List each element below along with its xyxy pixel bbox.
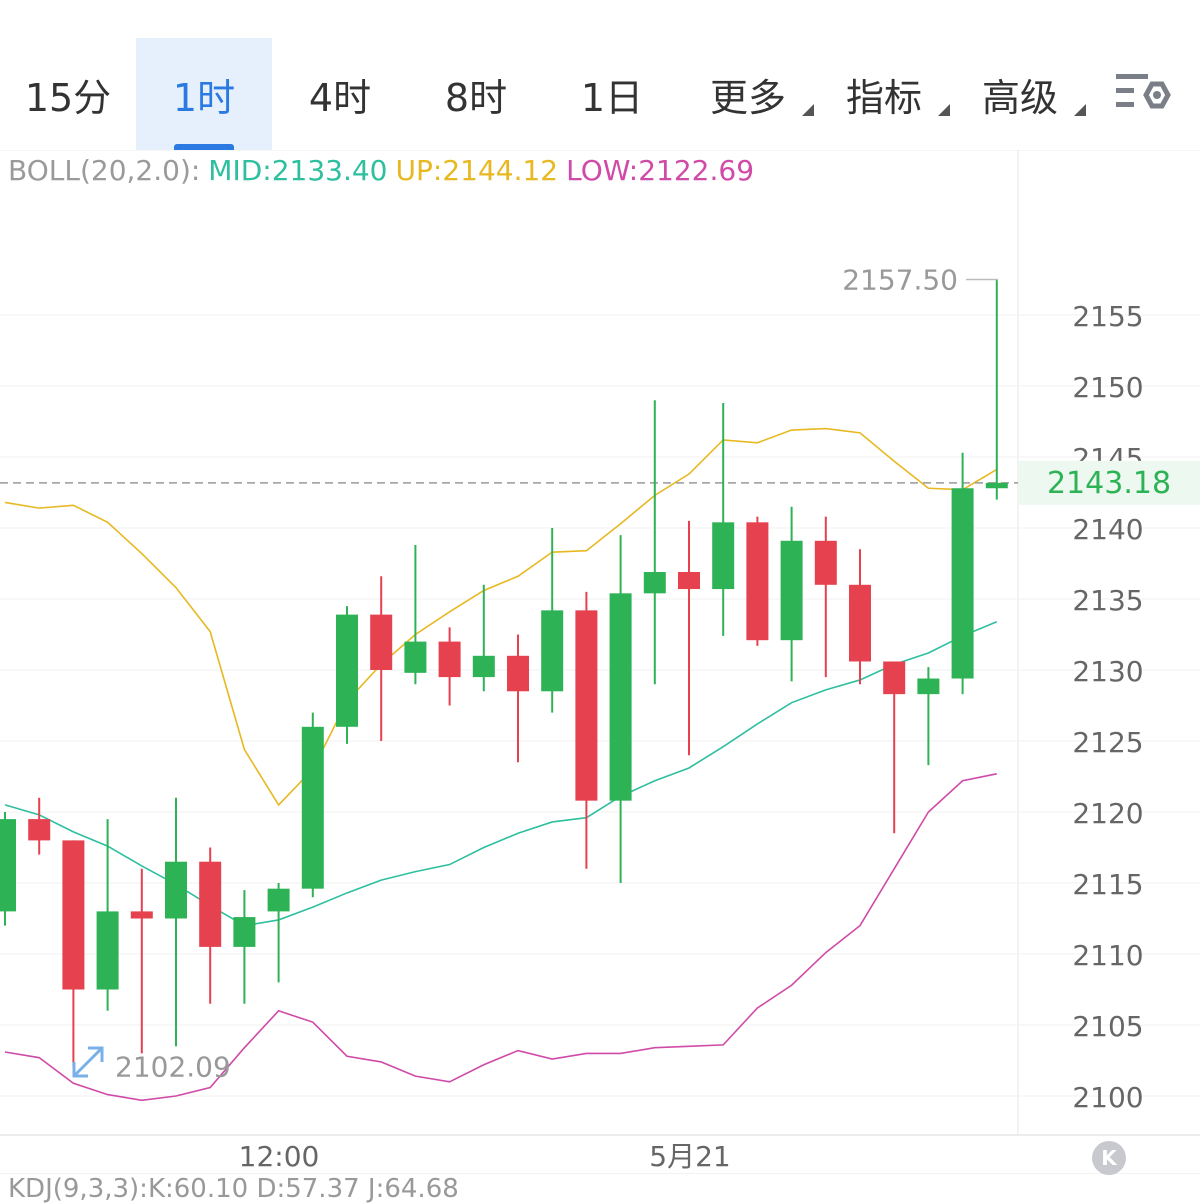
candle-body [28, 819, 51, 841]
candle-body [541, 610, 564, 692]
candle-body [951, 488, 974, 679]
tab-7[interactable]: 高级 [952, 38, 1088, 150]
tab-1[interactable]: 1时 [136, 38, 272, 150]
candle-body [301, 726, 324, 889]
tab-label: 高级 [981, 75, 1058, 120]
boll-low-value: LOW:2122.69 [566, 153, 755, 187]
chart-settings-icon[interactable] [1112, 68, 1172, 118]
candlestick-chart[interactable]: 2100210521102115212021252130213521402145… [0, 150, 1200, 1174]
tab-6[interactable]: 指标 [816, 38, 952, 150]
x-tick-label: 12:00 [239, 1140, 320, 1173]
low-price-label: 2102.09 [115, 1050, 231, 1083]
candle-body [96, 911, 119, 990]
y-tick-label: 2105 [1072, 1010, 1143, 1043]
y-tick-label: 2125 [1072, 726, 1143, 759]
x-tick-label: 5月21 [649, 1140, 730, 1173]
k-line-toggle-icon[interactable]: K [1092, 1141, 1126, 1175]
candle-body [370, 614, 393, 670]
candle-body [0, 819, 16, 912]
active-tab-indicator [174, 144, 234, 150]
y-tick-label: 2120 [1072, 797, 1143, 830]
candle-body [438, 641, 461, 678]
boll-name: BOLL(20,2.0): [8, 153, 201, 187]
tab-label: 1时 [172, 75, 236, 120]
candle-body [472, 655, 495, 678]
candle-body [712, 522, 735, 590]
tab-label: 1日 [580, 75, 644, 120]
candle-body [746, 522, 769, 641]
boll-low-line [4, 773, 997, 1102]
tab-5[interactable]: 更多 [680, 38, 816, 150]
y-tick-label: 2135 [1072, 584, 1143, 617]
kdj-indicator-legend: KDJ(9,3,3):K:60.10 D:57.37 J:64.68 [8, 1174, 459, 1204]
y-tick-label: 2155 [1072, 300, 1143, 333]
tab-2[interactable]: 4时 [272, 38, 408, 150]
expand-icon[interactable] [66, 1040, 110, 1084]
candle-body [199, 861, 222, 947]
boll-mid-value: MID:2133.40 [208, 153, 388, 187]
dropdown-triangle-icon [1074, 104, 1086, 116]
candle-body [507, 655, 529, 692]
tab-4[interactable]: 1日 [544, 38, 680, 150]
tab-label: 4时 [308, 75, 372, 120]
dropdown-triangle-icon [938, 104, 950, 116]
candle-body [814, 540, 837, 585]
tab-label: 8时 [444, 75, 508, 120]
timeframe-tabbar: 15分 1时 4时 8时 1日 更多 指标 高级 [0, 0, 1200, 150]
candle-body [917, 678, 940, 695]
candle-body [165, 861, 187, 919]
boll-up-value: UP:2144.12 [395, 153, 559, 187]
candle-body [336, 614, 358, 727]
y-tick-label: 2130 [1072, 655, 1143, 688]
current-price-tag: 2143.18 [1047, 466, 1171, 501]
candle-body [609, 593, 632, 801]
candle-body [780, 540, 803, 641]
tab-label: 15分 [24, 75, 112, 120]
boll-up-line [4, 427, 998, 807]
candle-body [130, 911, 153, 919]
candle-body [404, 641, 427, 673]
price-tag-bg [1019, 460, 1200, 505]
candle-body [267, 888, 290, 912]
tab-label: 更多 [709, 75, 786, 120]
y-tick-label: 2100 [1072, 1081, 1143, 1114]
candle-body [643, 572, 666, 594]
candle-body [985, 482, 1008, 489]
high-price-label: 2157.50 [842, 264, 958, 297]
tab-3[interactable]: 8时 [408, 38, 544, 150]
candle-body [233, 917, 256, 947]
tab-0[interactable]: 15分 [0, 38, 136, 150]
candle-body [883, 661, 906, 695]
boll-mid-line [4, 620, 998, 927]
candle-body [849, 584, 871, 662]
boll-indicator-legend: BOLL(20,2.0): MID:2133.40 UP:2144.12 LOW… [8, 150, 762, 190]
y-tick-label: 2110 [1072, 939, 1143, 972]
candle-body [62, 840, 85, 990]
tab-label: 指标 [845, 75, 922, 120]
y-tick-label: 2115 [1072, 868, 1143, 901]
y-tick-label: 2150 [1072, 371, 1143, 404]
candle-body [678, 572, 700, 590]
candle-body [575, 610, 598, 801]
y-tick-label: 2140 [1072, 513, 1143, 546]
dropdown-triangle-icon [802, 104, 814, 116]
